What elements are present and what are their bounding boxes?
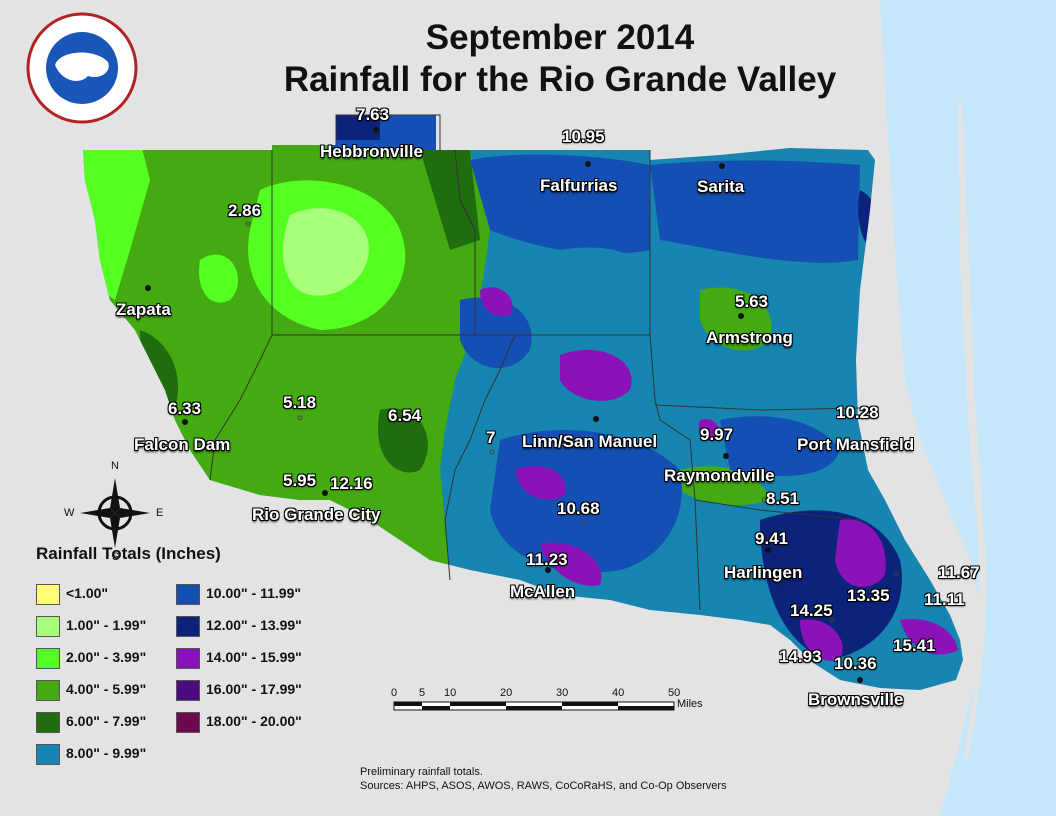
value-label: 14.25 — [790, 601, 833, 620]
scale-tick: 50 — [668, 687, 681, 699]
value-label: 5.18 — [283, 393, 317, 412]
legend-swatch — [176, 584, 200, 605]
note-preliminary: Preliminary rainfall totals. — [360, 766, 483, 778]
title-line-1: September 2014 — [425, 18, 695, 57]
value-label: 8.51 — [766, 489, 800, 508]
legend-label: 6.00" - 7.99" — [66, 713, 147, 729]
place-label-falfurrias: Falfurrias — [540, 176, 618, 195]
value-label: 10.95 — [562, 127, 605, 146]
place-label-armstrong: Armstrong — [706, 328, 793, 347]
legend-label: 8.00" - 9.99" — [66, 745, 147, 761]
value-label: 11.67 — [938, 563, 980, 582]
place-label-linn-san-manuel: Linn/San Manuel — [522, 432, 658, 451]
note-sources: Sources: AHPS, ASOS, AWOS, RAWS, CoCoRaH… — [360, 780, 727, 792]
scale-unit: Miles — [677, 698, 703, 710]
station-markers — [145, 127, 899, 683]
value-label: 12.16 — [330, 474, 373, 493]
legend-label: 12.00" - 13.99" — [206, 617, 302, 633]
place-label-rio-grande-city: Rio Grande City — [252, 505, 381, 524]
place-label-port-mansfield: Port Mansfield — [797, 435, 915, 454]
value-label: 10.36 — [834, 654, 877, 673]
barrier-island — [958, 100, 986, 760]
scale-tick: 40 — [612, 687, 625, 699]
legend-swatch — [36, 584, 60, 605]
legend-label: 4.00" - 5.99" — [66, 681, 147, 697]
compass-west: W — [64, 507, 75, 519]
nws-logo — [26, 12, 138, 124]
legend-label: <1.00" — [66, 585, 109, 601]
value-label: 2.86 — [228, 201, 262, 220]
legend-swatch — [36, 616, 60, 637]
value-label: 15.41 — [893, 636, 936, 655]
place-label-sarita: Sarita — [697, 177, 745, 196]
scale-tick: 10 — [444, 687, 457, 699]
legend-swatch — [176, 712, 200, 733]
value-label: 6.54 — [388, 406, 422, 425]
place-label-zapata: Zapata — [116, 300, 171, 319]
place-label-brownsville: Brownsville — [808, 690, 904, 709]
legend-swatch — [36, 712, 60, 733]
value-label: 6.33 — [168, 399, 202, 418]
value-label: 9.97 — [700, 425, 734, 444]
legend-label: 1.00" - 1.99" — [66, 617, 147, 633]
value-label: 7 — [486, 428, 496, 447]
legend-label: 14.00" - 15.99" — [206, 649, 302, 665]
value-label: 10.28 — [836, 403, 879, 422]
value-label: 5.95 — [283, 471, 317, 490]
value-label: 11.23 — [526, 550, 568, 569]
county-boundaries — [209, 114, 861, 611]
value-label: 11.11 — [924, 590, 965, 609]
compass-south: S — [112, 551, 120, 563]
legend-swatch — [36, 680, 60, 701]
place-label-mcallen: McAllen — [510, 582, 576, 601]
scale-tick: 0 — [391, 687, 398, 699]
title-line-2: Rainfall for the Rio Grande Valley — [283, 60, 837, 99]
value-label: 7.63 — [356, 105, 390, 124]
value-label: 13.35 — [847, 586, 890, 605]
legend-swatch — [176, 680, 200, 701]
value-label: 5.63 — [735, 292, 769, 311]
legend-swatch — [176, 648, 200, 669]
legend-label: 10.00" - 11.99" — [206, 585, 302, 601]
legend-swatch — [36, 648, 60, 669]
scale-tick: 20 — [500, 687, 513, 699]
scale-tick: 5 — [419, 687, 426, 699]
value-label: 9.41 — [755, 529, 789, 548]
legend-swatch — [36, 744, 60, 765]
value-label: 14.93 — [779, 647, 822, 666]
place-label-harlingen: Harlingen — [724, 563, 803, 582]
scale-bar — [393, 701, 675, 711]
place-label-raymondville: Raymondville — [664, 466, 775, 485]
legend-label: 18.00" - 20.00" — [206, 713, 302, 729]
legend-label: 16.00" - 17.99" — [206, 681, 302, 697]
legend-title: Rainfall Totals (Inches) — [36, 544, 221, 563]
compass-east: E — [156, 507, 164, 519]
compass-rose-icon — [80, 478, 150, 548]
legend-swatch — [176, 616, 200, 637]
place-label-falcon-dam: Falcon Dam — [134, 435, 231, 454]
place-label-hebbronville: Hebbronville — [320, 142, 423, 161]
scale-tick: 30 — [556, 687, 569, 699]
compass-north: N — [111, 460, 119, 472]
legend-label: 2.00" - 3.99" — [66, 649, 147, 665]
value-label: 10.68 — [557, 499, 600, 518]
